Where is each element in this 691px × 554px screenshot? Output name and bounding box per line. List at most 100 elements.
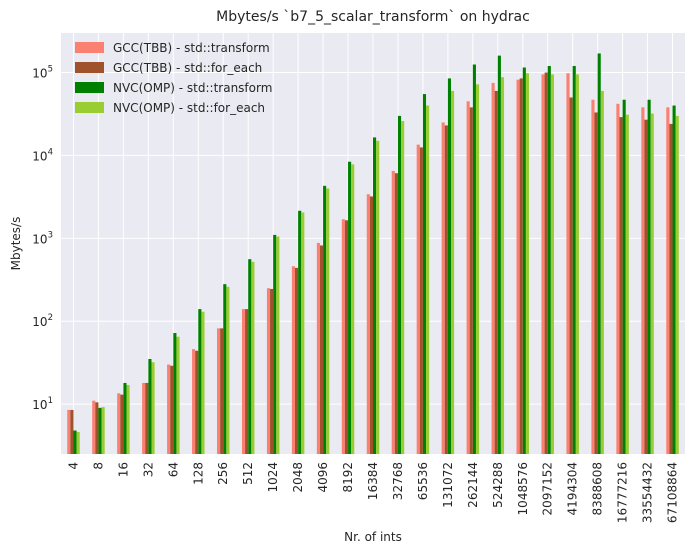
bar-2-16: [120, 394, 124, 454]
bar-3-8: [98, 407, 102, 454]
bar-2-4: [70, 409, 74, 454]
x-tick-label: 256: [216, 462, 230, 485]
bar-2-524288: [494, 90, 498, 454]
bar-3-8192: [348, 161, 352, 454]
x-tick-label: 512: [241, 462, 255, 485]
bar-4-16: [126, 385, 130, 454]
bar-3-4194304: [572, 65, 576, 454]
bar-1-131072: [441, 122, 445, 454]
bar-2-1024: [270, 288, 274, 454]
bar-2-8: [95, 402, 99, 454]
bar-4-1024: [276, 236, 280, 454]
bar-4-67108864: [675, 115, 679, 454]
bar-1-512: [241, 309, 246, 454]
bar-2-8192: [344, 220, 349, 454]
bar-1-4: [67, 409, 71, 454]
bar-3-16777216: [622, 99, 626, 454]
bar-2-1048576: [519, 78, 523, 455]
bar-2-128: [195, 350, 199, 454]
bar-3-128: [198, 309, 202, 454]
bar-4-2097152: [550, 74, 554, 454]
bar-1-16777216: [616, 103, 620, 454]
bar-1-8192: [341, 219, 345, 454]
legend-swatch: [75, 102, 104, 113]
bar-1-2048: [291, 266, 295, 454]
bar-1-524288: [491, 82, 495, 455]
bar-4-8: [101, 407, 105, 454]
y-axis-title: Mbytes/s: [9, 217, 23, 271]
bars: [67, 53, 679, 455]
x-tick-label: 32: [141, 462, 155, 477]
bar-3-16384: [373, 137, 377, 454]
x-tick-label: 4194304: [566, 462, 580, 515]
bar-1-4194304: [566, 73, 570, 455]
x-tick-label: 2048: [291, 462, 305, 493]
bar-3-4096: [323, 185, 327, 454]
x-tick-label: 33554432: [641, 462, 655, 523]
bar-4-262144: [475, 84, 480, 455]
x-tick-label: 64: [166, 462, 180, 477]
x-tick-label: 4096: [316, 462, 330, 493]
legend-swatch: [75, 62, 104, 73]
bar-1-2097152: [541, 74, 545, 454]
bar-4-4096: [326, 188, 330, 455]
y-tick-label: 103: [32, 230, 53, 246]
bar-1-32: [142, 382, 146, 454]
x-tick-label: 8388608: [591, 462, 605, 515]
bar-1-65536: [416, 144, 420, 454]
x-tick-label: 8: [91, 462, 105, 470]
bar-3-8388608: [597, 53, 601, 454]
bar-4-128: [201, 311, 205, 454]
bar-4-65536: [426, 105, 430, 454]
x-tick-label: 4: [66, 462, 80, 470]
x-tick-labels: 4 8 16 32 64 128 256 512 1024 2048 4096 8192 16384 32…: [66, 462, 679, 523]
bar-2-16384: [369, 196, 373, 454]
x-tick-label: 2097152: [541, 462, 555, 515]
bar-1-256: [217, 328, 221, 454]
bar-1-8388608: [591, 99, 595, 454]
bar-2-33554432: [644, 119, 648, 455]
x-tick-label: 1048576: [516, 462, 530, 515]
bar-2-2048: [295, 267, 299, 454]
bar-1-4096: [316, 242, 320, 454]
bar-3-65536: [422, 94, 427, 454]
bar-3-256: [223, 284, 227, 454]
bar-1-67108864: [666, 107, 670, 454]
x-tick-label: 1024: [266, 462, 280, 493]
x-tick-label: 16384: [366, 462, 380, 500]
bar-2-65536: [419, 147, 423, 454]
bar-2-256: [220, 328, 224, 454]
bar-1-128: [192, 349, 196, 454]
legend-label: NVC(OMP) - std::for_each: [113, 101, 265, 115]
bar-2-32768: [394, 173, 398, 455]
bar-3-32768: [397, 115, 402, 454]
bar-3-16: [123, 382, 127, 454]
bar-1-1024: [266, 288, 271, 454]
x-tick-label: 32768: [391, 462, 405, 500]
bar-3-32: [148, 359, 152, 454]
x-tick-label: 8192: [341, 462, 355, 493]
x-tick-label: 524288: [491, 462, 505, 508]
bar-4-131072: [451, 90, 455, 454]
bar-3-2097152: [547, 65, 551, 454]
bar-2-262144: [469, 107, 473, 454]
bar-4-1048576: [525, 73, 529, 455]
bar-3-33554432: [647, 99, 651, 454]
x-axis-title: Nr. of ints: [344, 530, 402, 544]
x-tick-label: 16777216: [616, 462, 630, 523]
bar-2-512: [245, 309, 249, 454]
bar-1-1048576: [516, 79, 520, 454]
bar-2-4194304: [569, 97, 573, 454]
bar-4-512: [251, 261, 255, 454]
legend-label: GCC(TBB) - std::for_each: [113, 61, 262, 75]
bar-2-16777216: [619, 117, 623, 455]
bar-3-131072: [447, 78, 451, 455]
y-tick-label: 105: [32, 65, 53, 81]
x-tick-label: 65536: [416, 462, 430, 500]
legend-swatch: [75, 42, 104, 53]
bar-1-33554432: [641, 107, 645, 454]
chart-title: Mbytes/s `b7_5_scalar_transform` on hydr…: [216, 9, 530, 25]
bar-1-64: [167, 364, 171, 454]
y-tick-label: 101: [32, 396, 53, 412]
